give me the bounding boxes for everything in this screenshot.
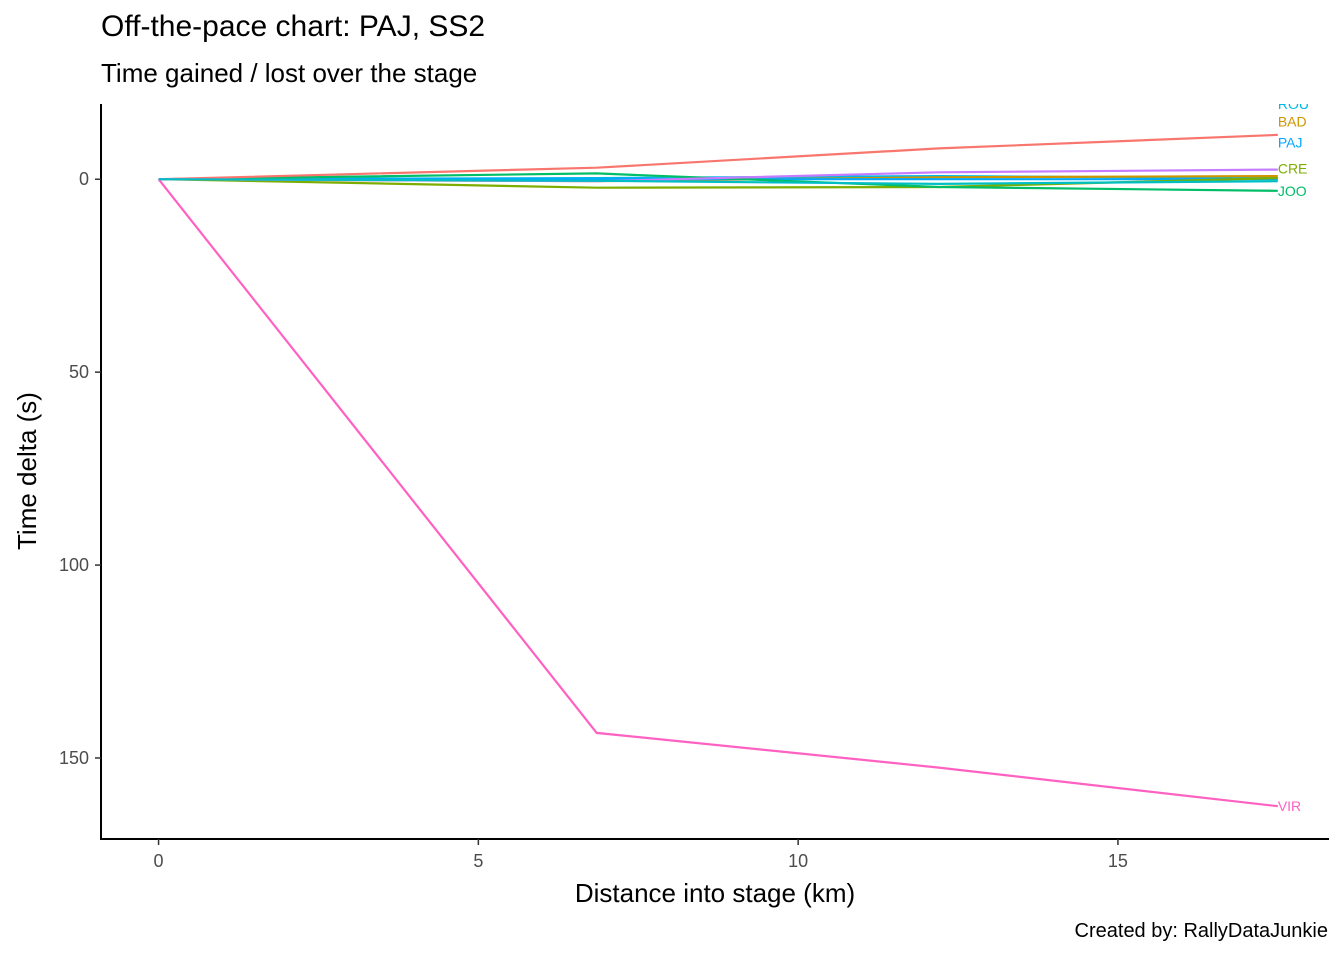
series-label-vir: VIR: [1278, 798, 1301, 814]
series-line-joo: [158, 172, 1278, 192]
series-line-vir: [157, 178, 1278, 808]
x-tick-label: 15: [1108, 851, 1128, 871]
x-ticks: 0 5 10 15: [154, 839, 1128, 871]
series-label-joo: JOO: [1278, 183, 1307, 199]
series-line-unlabeled-6: [158, 133, 1278, 181]
series-label-rou: ROU: [1278, 96, 1309, 112]
series-label-bad: BAD: [1278, 113, 1307, 129]
y-tick-label: 50: [69, 362, 89, 382]
y-tick-label: 150: [59, 748, 89, 768]
y-tick-label: 100: [59, 555, 89, 575]
y-tick-label: 0: [79, 169, 89, 189]
series-label-cre: CRE: [1278, 160, 1308, 176]
chart-subtitle: Time gained / lost over the stage: [101, 58, 478, 88]
chart-title: Off-the-pace chart: PAJ, SS2: [101, 10, 486, 43]
series-line-unlabeled-8: [158, 178, 1278, 186]
y-ticks: 0 50 100 150: [59, 169, 101, 768]
x-axis-title: Distance into stage (km): [575, 878, 855, 908]
x-tick-label: 0: [154, 851, 164, 871]
y-axis-title: Time delta (s): [12, 392, 42, 550]
series-layer: [157, 133, 1278, 808]
series-label-paj: PAJ: [1278, 135, 1303, 151]
x-tick-label: 5: [473, 851, 483, 871]
x-tick-label: 10: [788, 851, 808, 871]
chart-caption: Created by: RallyDataJunkie: [1074, 920, 1328, 942]
